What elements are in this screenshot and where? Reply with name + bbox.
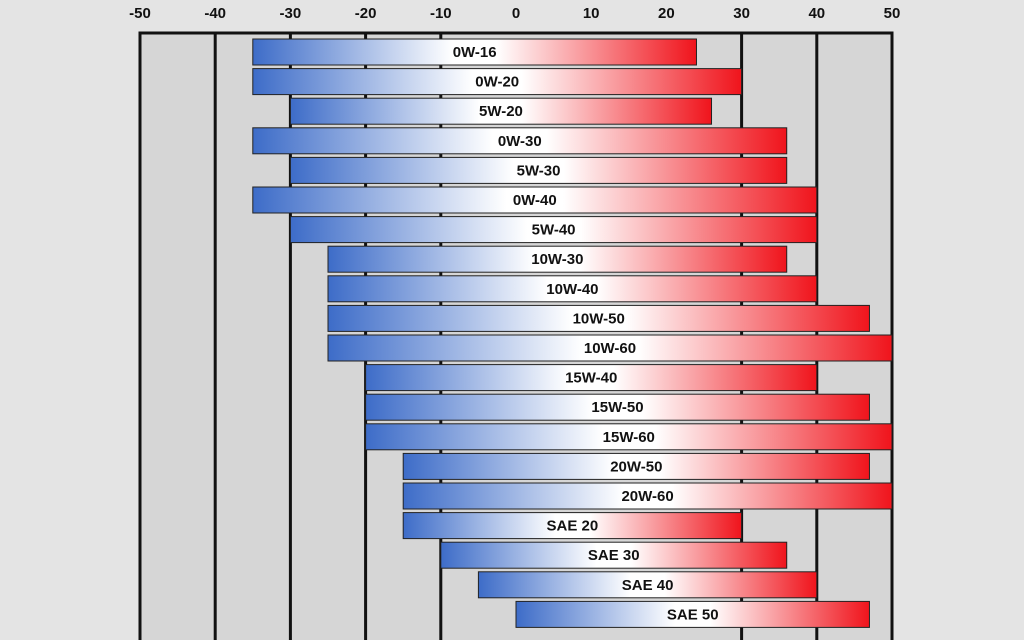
x-axis-ticks: -50 -40 -30 -20 -10 0 10 20 30 40 50 [129, 5, 900, 22]
bar [365, 393, 870, 421]
x-tick-label: -30 [280, 5, 302, 22]
x-tick-label: -20 [355, 5, 377, 22]
x-tick-label: 40 [808, 5, 825, 22]
bar-label: 0W-20 [475, 74, 519, 91]
x-tick-label: 10 [583, 5, 600, 22]
bar-label: 5W-30 [517, 162, 561, 179]
bar-label: 5W-20 [479, 103, 523, 120]
bar-label: SAE 40 [622, 577, 674, 594]
bar [289, 156, 788, 184]
bar-label: 0W-16 [453, 44, 497, 61]
bar-label: 15W-50 [591, 399, 643, 416]
bar [327, 304, 870, 332]
bar [252, 127, 788, 155]
bar [327, 275, 818, 303]
bar [515, 600, 870, 628]
bar-label: SAE 20 [547, 518, 599, 535]
bar-label: 0W-30 [498, 133, 542, 150]
bar [327, 245, 788, 273]
bar [477, 571, 818, 599]
bar [365, 364, 818, 392]
x-tick-label: 0 [512, 5, 520, 22]
x-tick-label: -40 [204, 5, 226, 22]
bar [289, 216, 818, 244]
bar [402, 482, 893, 510]
bar [252, 38, 697, 66]
temperature-range-bars: 0W-16 0W-20 5W-20 0W-30 5W-30 0W-40 5W-40 10W-3… [252, 38, 893, 628]
bar [402, 512, 743, 540]
bar-label: SAE 30 [588, 547, 640, 564]
bar-label: SAE 50 [667, 606, 719, 623]
bar-label: 15W-60 [603, 429, 655, 446]
bar [252, 68, 743, 96]
bar [440, 541, 788, 569]
bar [402, 452, 870, 480]
bar-label: 20W-60 [621, 488, 673, 505]
bar-label: 0W-40 [513, 192, 557, 209]
x-tick-label: -10 [430, 5, 452, 22]
bar-label: 10W-30 [531, 251, 583, 268]
x-tick-label: 50 [884, 5, 901, 22]
x-tick-label: 20 [658, 5, 675, 22]
bar [327, 334, 893, 362]
x-tick-label: 30 [733, 5, 750, 22]
bar-label: 20W-50 [610, 458, 662, 475]
bar-label: 10W-60 [584, 340, 636, 357]
bar-label: 10W-50 [573, 310, 625, 327]
bar [365, 423, 893, 451]
bar [289, 97, 713, 125]
bar-label: 10W-40 [546, 281, 598, 298]
bar [252, 186, 818, 214]
bar-label: 15W-40 [565, 370, 617, 387]
x-tick-label: -50 [129, 5, 151, 22]
bar-label: 5W-40 [532, 222, 576, 239]
